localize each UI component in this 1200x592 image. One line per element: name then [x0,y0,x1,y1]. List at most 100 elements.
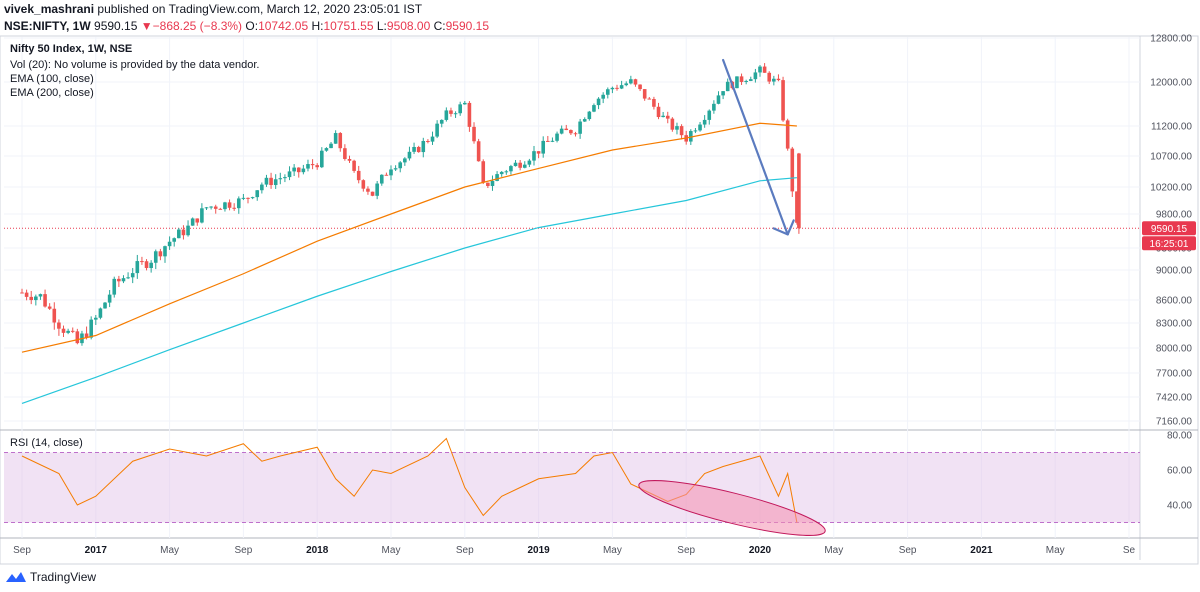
candle-body [735,76,739,89]
candle-body [70,330,75,332]
candle-body [582,119,587,122]
candle-body [190,218,195,226]
candle-body [384,174,389,176]
candle-body [518,162,522,168]
time-tick-label: Sep [456,545,474,556]
candle-body [758,66,762,73]
time-tick-label: 2018 [306,545,329,556]
candle-body [329,143,333,149]
candle-body [633,79,638,85]
candle-body [527,160,532,165]
time-tick-label: May [603,545,622,556]
ohlc-line: NSE:NIFTY, 1W 9590.15 ▼−868.25 (−8.3%) O… [4,19,489,33]
time-tick-label: Sep [235,545,253,556]
candle-body [790,148,795,192]
candle-body [292,167,296,172]
candle-body [241,197,246,199]
candle-body [347,158,352,161]
candle-body [449,110,453,114]
candle-body [463,102,467,105]
last-price: 9590.15 [94,19,138,33]
tradingview-logo-icon [6,572,26,582]
candle-body [153,251,158,263]
candle-body [615,87,619,89]
price-tick-label: 12000.00 [1150,78,1192,89]
rsi-axis-labels: 80.00 60.00 40.00 [1167,431,1192,512]
candle-body [186,225,190,236]
candle-body [564,128,569,131]
price-tick-label: 9000.00 [1156,266,1193,277]
candle-body [306,164,310,169]
time-tick-label: 2021 [970,545,993,556]
candle-body [232,207,236,209]
symbol-label: NSE:NIFTY, 1W [4,19,91,33]
time-tick-label: Sep [899,545,917,556]
candle-body [536,151,541,154]
candle-body [532,151,536,161]
trend-arrow[interactable] [721,58,795,236]
candle-body [652,99,656,107]
candle-body [656,106,661,118]
candle-body [200,208,204,223]
candle-body [66,330,70,333]
open-label: O: [245,19,259,33]
time-badge-bg [1142,236,1196,251]
candle-body [744,80,748,82]
candle-body [702,119,707,125]
candle-body [509,166,513,172]
candle-body [430,136,435,142]
candle-body [320,150,324,168]
candle-body [698,124,702,131]
candle-body [366,188,370,192]
candle-body [287,171,292,178]
candle-body [223,202,227,210]
rsi-band [4,452,1140,523]
candle-body [797,153,801,229]
candle-body [550,140,555,142]
candle-body [195,218,200,223]
time-tick-label: May [160,545,179,556]
open-value: 10742.05 [258,19,309,33]
time-tick-label: May [1046,545,1065,556]
candle-body [670,118,675,130]
legend-rsi: RSI (14, close) [10,437,83,449]
candle-body [716,95,721,104]
low-label: L: [376,19,387,33]
candle-body [605,89,610,95]
high-label: H: [311,19,324,33]
candle-body [638,84,642,90]
price-badge-bg [1142,221,1196,236]
rsi-tick-label: 80.00 [1167,431,1192,442]
candle-body [260,184,264,191]
candle-body [486,182,490,186]
footer-brand[interactable]: TradingView [6,570,96,584]
time-tick-label: 2017 [85,545,108,556]
candle-body [693,130,698,132]
candle-body [315,165,319,168]
high-value: 10751.55 [323,19,374,33]
low-value: 9508.00 [386,19,431,33]
candle-body [647,98,652,100]
candle-body [89,319,93,338]
candle-body [255,190,260,198]
candle-body [246,197,250,199]
candle-body [370,191,375,196]
rsi-highlight-ellipse[interactable] [635,470,829,546]
candle-body [421,140,426,153]
candle-body [712,103,716,111]
candle-body [130,273,135,278]
candle-body [721,91,725,96]
candle-body [218,208,223,210]
candle-body [61,328,66,333]
time-tick-label: 2020 [749,545,772,556]
candle-body [444,110,449,120]
candle-body [149,262,153,269]
candle-body [467,102,472,127]
candle-body [504,171,509,173]
arrow-shaft [721,58,789,236]
candle-body [393,168,398,170]
author-name[interactable]: vivek_mashrani [4,2,95,16]
candle-body [352,160,356,171]
candle-body [29,296,34,301]
